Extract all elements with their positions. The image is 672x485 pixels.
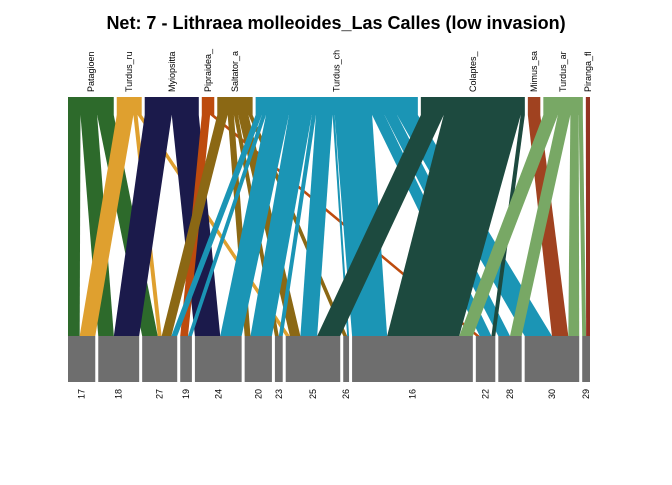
lower-box-22 xyxy=(475,336,496,382)
lower-label-16: 16 xyxy=(407,389,417,399)
lower-label-26: 26 xyxy=(341,389,351,399)
lower-label-28: 28 xyxy=(505,389,515,399)
link-turdus_ch-19 xyxy=(188,115,267,336)
chart-title: Net: 7 - Lithraea molleoides_Las Calles … xyxy=(106,13,565,33)
higher-box-turdus_ru xyxy=(116,97,142,115)
higher-label-colaptes: Colaptes_ xyxy=(468,50,478,92)
lower-label-19: 19 xyxy=(181,389,191,399)
lower-box-24 xyxy=(194,336,242,382)
link-patagioen-18 xyxy=(80,115,114,336)
link-turdus_ch-20 xyxy=(250,115,312,336)
higher-label-turdus_am: Turdus_ar xyxy=(558,51,568,92)
higher-box-saltator xyxy=(217,97,253,115)
lower-box-23 xyxy=(274,336,283,382)
lower-label-29: 29 xyxy=(581,389,591,399)
link-turdus_am-29 xyxy=(578,115,587,336)
lower-box-27 xyxy=(142,336,178,382)
link-colaptes-25 xyxy=(317,115,444,336)
higher-box-piranga xyxy=(585,97,590,115)
higher-box-turdus_ch xyxy=(255,97,418,115)
link-turdus_ch-27 xyxy=(171,115,262,336)
lower-label-23: 23 xyxy=(274,389,284,399)
lower-box-30 xyxy=(524,336,580,382)
higher-box-pipraidea xyxy=(201,97,215,115)
lower-label-25: 25 xyxy=(308,389,318,399)
link-colaptes-16 xyxy=(387,115,521,336)
link-saltator-27 xyxy=(161,115,228,336)
lower-box-18 xyxy=(98,336,140,382)
lower-box-26 xyxy=(343,336,350,382)
link-turdus_am-28 xyxy=(509,115,571,336)
lower-box-19 xyxy=(180,336,192,382)
higher-label-saltator: Saltator_a xyxy=(230,51,240,92)
higher-label-piranga: Piranga_fl xyxy=(583,51,593,92)
link-turdus_ru-17 xyxy=(79,115,134,336)
link-turdus_ch-24 xyxy=(220,115,289,336)
higher-label-patagioen: Patagioen xyxy=(86,51,96,92)
higher-label-turdus_ch: Turdus_ch xyxy=(332,50,342,92)
link-myiopsitta-18 xyxy=(113,115,172,336)
lower-label-22: 22 xyxy=(481,389,491,399)
lower-level-boxes xyxy=(68,336,590,382)
higher-label-pipraidea: Pipraidea_ xyxy=(203,48,213,92)
higher-box-myiopsitta xyxy=(144,97,199,115)
link-saltator-25 xyxy=(238,115,301,336)
higher-label-myiopsitta: Myiopsitta xyxy=(167,51,177,92)
higher-box-mimus xyxy=(527,97,541,115)
link-patagioen-17 xyxy=(68,115,81,336)
lower-box-25 xyxy=(285,336,341,382)
lower-box-28 xyxy=(498,336,522,382)
link-piranga-29 xyxy=(585,115,590,336)
link-turdus_am-30 xyxy=(568,115,580,336)
higher-label-mimus: Mimus_sa xyxy=(529,51,539,92)
lower-label-27: 27 xyxy=(155,389,165,399)
lower-box-20 xyxy=(244,336,272,382)
labels-layer: Patagioen Turdus_ru Myiopsitta Pipraidea_ Sa… xyxy=(77,48,593,399)
higher-box-patagioen xyxy=(68,97,114,115)
lower-box-29 xyxy=(582,336,590,382)
higher-box-turdus_am xyxy=(543,97,583,115)
link-mimus-30 xyxy=(527,115,569,336)
lower-box-17 xyxy=(68,336,96,382)
lower-label-24: 24 xyxy=(213,389,223,399)
link-turdus_am-16 xyxy=(459,115,558,336)
lower-label-30: 30 xyxy=(547,389,557,399)
lower-label-17: 17 xyxy=(77,389,87,399)
lower-label-20: 20 xyxy=(253,389,263,399)
higher-level-boxes xyxy=(68,97,590,115)
links-layer xyxy=(68,115,590,336)
lower-box-16 xyxy=(352,336,473,382)
higher-box-colaptes xyxy=(420,97,525,115)
link-turdus_ch-25 xyxy=(300,115,333,336)
lower-label-18: 18 xyxy=(114,389,124,399)
link-turdus_ch-23 xyxy=(278,115,316,336)
higher-label-turdus_ru: Turdus_ru xyxy=(124,51,134,92)
